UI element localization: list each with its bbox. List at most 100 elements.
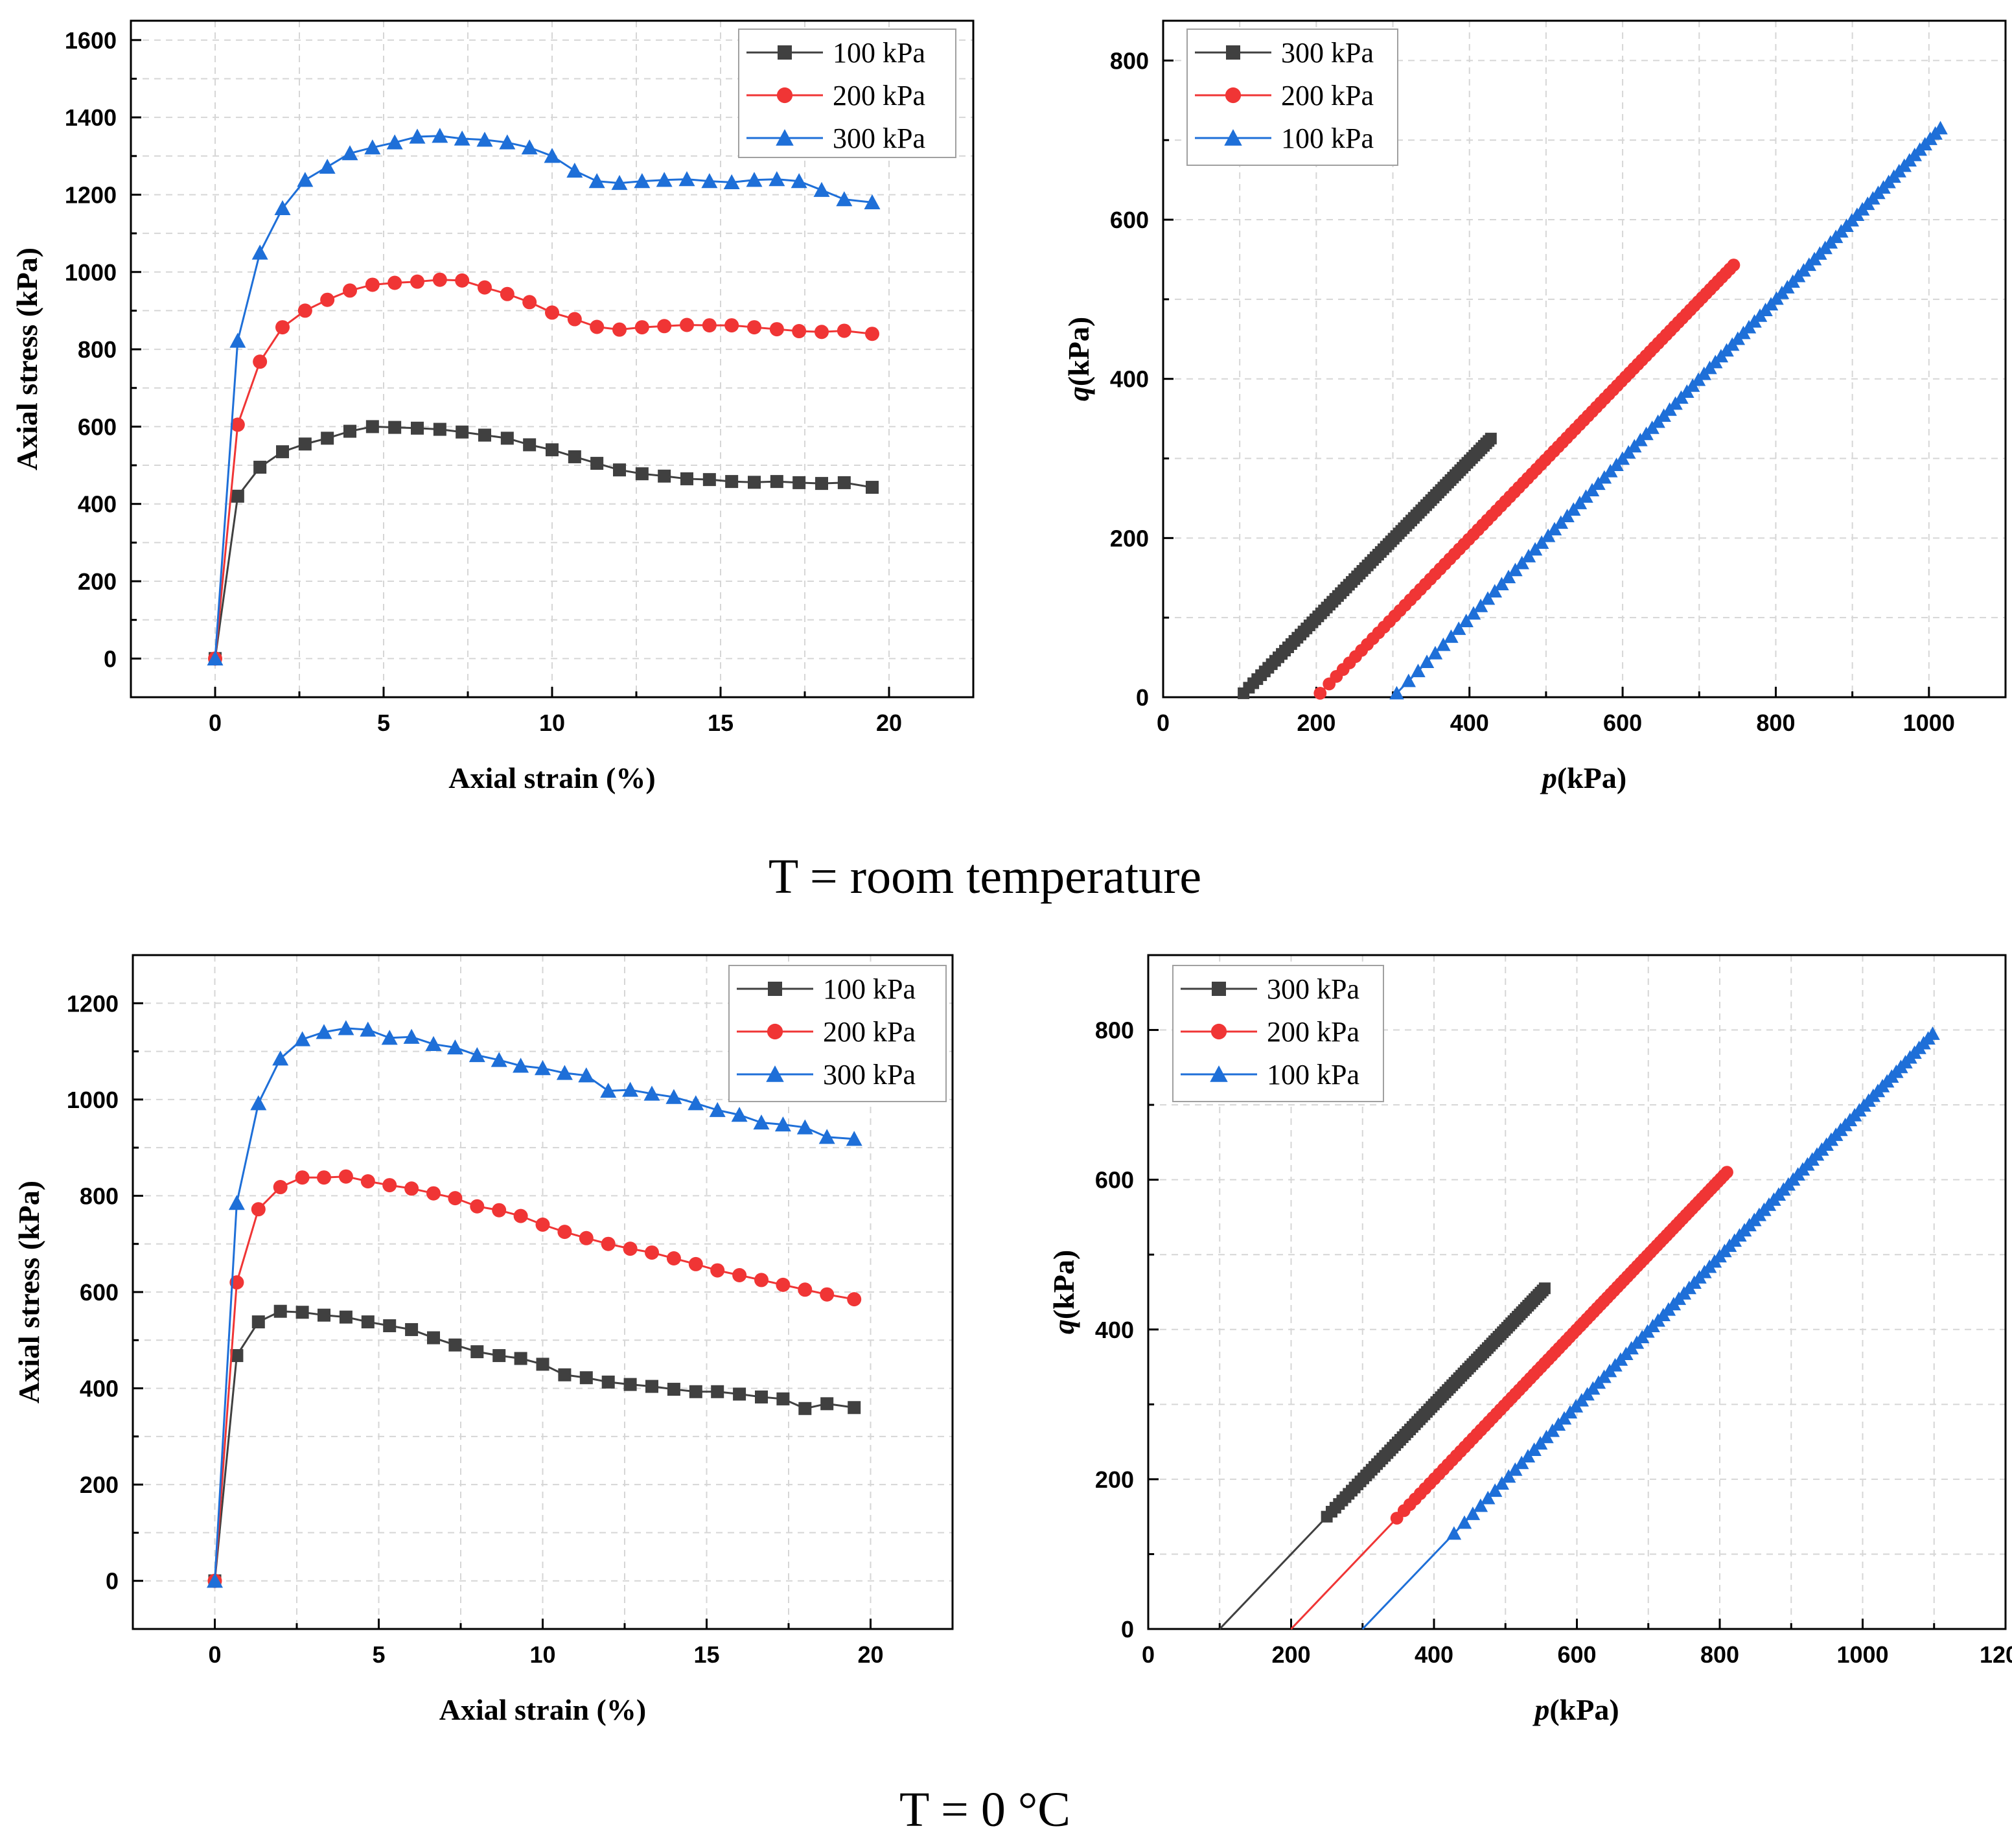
data-point — [635, 467, 649, 481]
data-point — [1419, 654, 1435, 669]
x-axis-title: p(kPa) — [1540, 761, 1626, 794]
data-point — [338, 1020, 354, 1035]
data-point — [1521, 549, 1536, 562]
data-point — [792, 476, 806, 489]
data-point — [386, 134, 403, 150]
x-axis-title: Axial strain (%) — [448, 761, 655, 794]
data-point — [317, 1308, 330, 1322]
series-200-kpa — [1290, 1166, 1733, 1630]
data-point — [815, 325, 829, 340]
data-point — [769, 171, 785, 187]
data-point — [455, 273, 470, 288]
x-tick-label: 20 — [857, 1641, 883, 1668]
data-point — [432, 272, 447, 287]
data-point — [1473, 1498, 1488, 1512]
x-axis-title-symbol: p — [1540, 761, 1557, 794]
data-point — [865, 327, 879, 341]
y-axis-title: q(kPa) — [1047, 1250, 1080, 1334]
data-point — [656, 172, 673, 187]
data-point — [1527, 542, 1543, 556]
data-point — [275, 320, 290, 335]
data-point — [702, 473, 716, 487]
data-point — [1465, 1507, 1481, 1520]
data-point — [1444, 629, 1459, 643]
y-tick-label: 600 — [1110, 207, 1149, 233]
x-tick-label: 200 — [1297, 710, 1336, 736]
data-point — [251, 244, 268, 260]
data-point — [476, 132, 493, 147]
y-tick-label: 1600 — [65, 27, 117, 54]
legend-marker — [767, 1023, 783, 1040]
data-point — [274, 200, 291, 215]
data-point — [297, 172, 314, 187]
pq-chart-room-temperature: 0 200 400 600 800 10000200400600800p(kPa)q(kP… — [1062, 19, 2007, 794]
data-point — [837, 476, 851, 489]
data-point — [748, 476, 761, 489]
data-point — [365, 277, 380, 292]
x-tick-label: 0 — [208, 1641, 221, 1668]
y-tick-label: 600 — [80, 1279, 119, 1306]
data-point — [321, 432, 334, 445]
data-point — [1446, 1526, 1462, 1540]
data-point — [566, 162, 583, 178]
data-point — [731, 1107, 748, 1122]
data-point — [410, 274, 424, 289]
data-point — [492, 1349, 506, 1363]
data-point — [545, 305, 559, 320]
x-axis-title-symbol: p — [1532, 1693, 1549, 1726]
data-point — [1501, 1469, 1516, 1483]
data-point — [623, 1242, 638, 1256]
stress-strain-chart-room-temperature: 0 5 10 15 2002004006008001000120014001600Axi… — [10, 19, 975, 794]
data-point — [818, 1129, 835, 1144]
data-point — [1436, 637, 1451, 651]
data-point — [747, 320, 761, 335]
data-point — [709, 1102, 726, 1117]
y-tick-label: 0 — [106, 1568, 119, 1595]
data-point — [848, 1401, 861, 1415]
y-tick-label: 400 — [78, 491, 117, 518]
data-point — [500, 286, 515, 301]
data-point — [601, 1236, 616, 1251]
data-point — [836, 191, 853, 207]
data-point — [866, 481, 879, 494]
data-point — [770, 475, 783, 489]
data-point — [295, 1170, 310, 1185]
data-point — [295, 1306, 309, 1319]
data-point — [470, 1199, 485, 1214]
data-point — [231, 489, 244, 503]
data-point — [425, 1035, 442, 1052]
data-point — [427, 1331, 441, 1345]
data-point — [536, 1357, 549, 1371]
data-point — [522, 295, 537, 310]
y-tick-label: 1000 — [65, 259, 117, 286]
legend-marker — [1226, 45, 1240, 60]
series-line — [214, 135, 873, 659]
data-point — [405, 1322, 419, 1336]
x-tick-label: 15 — [693, 1641, 719, 1668]
data-point — [776, 1277, 791, 1292]
caption-zero-degrees: T = 0 °C — [899, 1783, 1070, 1837]
y-tick-label: 200 — [1110, 525, 1149, 551]
pq-chart-zero-degrees: 0200400600800100012000200400600800p(kPa)… — [1047, 954, 2012, 1726]
x-tick-label: 15 — [708, 710, 734, 736]
data-point — [1538, 1282, 1551, 1295]
x-tick-label: 400 — [1415, 1641, 1453, 1668]
series-line — [214, 279, 873, 659]
data-point — [1411, 664, 1426, 678]
y-tick-label: 1400 — [65, 104, 117, 131]
data-point — [769, 322, 784, 337]
data-point — [341, 145, 358, 161]
y-tick-label: 800 — [80, 1183, 119, 1209]
data-point — [798, 1282, 813, 1297]
y-tick-label: 600 — [78, 413, 117, 440]
legend-marker — [778, 45, 792, 60]
caption-room-temperature: T = room temperature — [769, 849, 1201, 904]
data-point — [230, 1349, 244, 1363]
data-point — [272, 1050, 289, 1066]
legend: 300 kPa 200 kPa 100 kPa — [1186, 29, 1398, 166]
data-point — [1501, 570, 1516, 584]
data-point — [470, 1345, 484, 1359]
x-tick-label: 600 — [1557, 1641, 1596, 1668]
data-point — [689, 1385, 702, 1398]
x-tick-label: 1200 — [1980, 1641, 2012, 1668]
